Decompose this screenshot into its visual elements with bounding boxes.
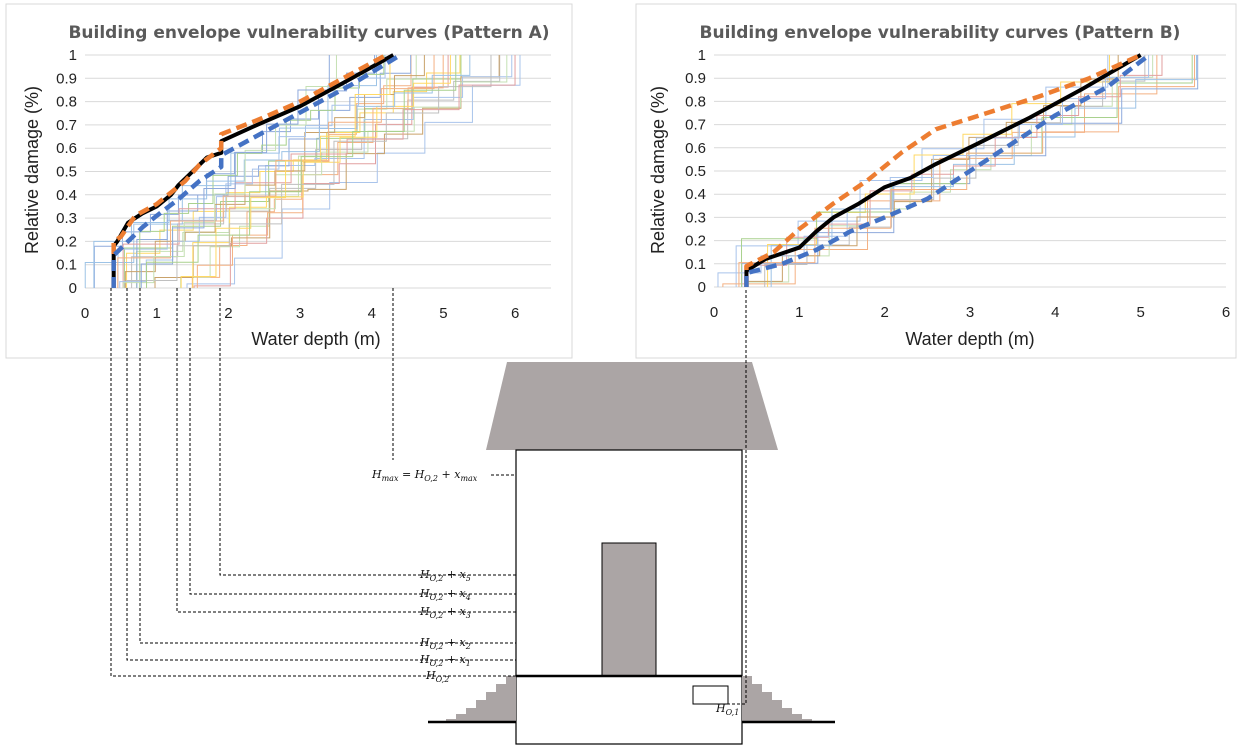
y-tick-label: 0.9 — [56, 70, 77, 87]
y-tick-label: 0.5 — [685, 163, 706, 180]
y-tick-label: 0.8 — [56, 94, 77, 111]
x-tick-label: 4 — [1051, 304, 1059, 321]
chart-a-frame — [5, 3, 573, 359]
x-tick-label: 6 — [511, 305, 519, 322]
background-curve — [191, 55, 412, 288]
vent-opening — [692, 685, 729, 705]
background-curve — [124, 55, 492, 288]
chart-b-frame — [635, 3, 1237, 359]
label-x5: HO,2 + x5 — [419, 568, 471, 583]
leader-x3 — [176, 288, 516, 613]
series-line-blue-dashed — [744, 53, 1151, 287]
y-tick-label: 0.5 — [56, 164, 77, 181]
chart-b-title: Building envelope vulnerability curves (… — [700, 23, 1181, 43]
y-tick-label: 0.7 — [685, 117, 706, 134]
chart-a-xlabel: Water depth (m) — [251, 329, 380, 349]
y-tick-label: 0.1 — [685, 256, 706, 273]
y-tick-label: 0.2 — [56, 233, 77, 250]
y-tick-label: 0.6 — [685, 140, 706, 157]
roof — [486, 362, 778, 450]
y-tick-label: 0.9 — [685, 70, 706, 87]
leader-x2 — [139, 288, 516, 644]
y-tick-label: 0.1 — [56, 257, 77, 274]
chart-b: Building envelope vulnerability curves (… — [648, 23, 1230, 349]
soil-left — [446, 676, 516, 722]
x-tick-label: 5 — [439, 305, 447, 322]
series-line-black-solid — [744, 53, 1142, 287]
leader-x5 — [219, 288, 516, 576]
leader-o2 — [110, 288, 516, 677]
x-tick-label: 6 — [1222, 304, 1230, 321]
y-tick-label: 0.7 — [56, 117, 77, 134]
soil-right — [742, 676, 812, 722]
y-tick-label: 0.4 — [685, 186, 706, 203]
y-tick-label: 0.3 — [685, 209, 706, 226]
house-diagram — [428, 362, 835, 745]
background-curve — [136, 55, 412, 288]
door — [601, 542, 657, 677]
label-x2: HO,2 + x2 — [419, 636, 471, 651]
background-curve — [122, 55, 337, 288]
y-tick-label: 1 — [69, 47, 77, 64]
chart-b-ylabel: Relative damage (%) — [648, 86, 668, 254]
background-curve — [122, 55, 516, 288]
x-tick-label: 1 — [795, 304, 803, 321]
x-tick-label: 1 — [153, 305, 161, 322]
label-x3: HO,2 + x3 — [419, 605, 471, 620]
background-curve — [180, 55, 417, 288]
background-curve — [146, 55, 457, 288]
y-tick-label: 1 — [698, 47, 706, 64]
y-tick-label: 0.2 — [685, 233, 706, 250]
background-curve — [93, 55, 471, 288]
chart-a-title: Building envelope vulnerability curves (… — [68, 23, 549, 43]
background-curve — [180, 55, 391, 288]
x-tick-label: 4 — [368, 305, 376, 322]
series-line-blue-dashed — [111, 53, 402, 288]
leader-lines — [110, 288, 747, 705]
y-tick-label: 0 — [698, 279, 706, 296]
y-tick-label: 0.6 — [56, 140, 77, 157]
leader-x1 — [126, 288, 516, 661]
x-tick-label: 3 — [296, 305, 304, 322]
background-curve — [735, 55, 1109, 287]
x-tick-label: 3 — [966, 304, 974, 321]
x-tick-label: 0 — [81, 305, 89, 322]
chart-b-xlabel: Water depth (m) — [905, 329, 1034, 349]
label-o1: HO,1 — [715, 702, 739, 717]
label-o2: HO,2 — [425, 669, 449, 684]
leader-x4 — [189, 288, 516, 595]
series-line-orange-dashed — [744, 52, 1142, 287]
background-curve — [186, 55, 521, 288]
x-tick-label: 2 — [224, 305, 232, 322]
leader-o1 — [712, 290, 747, 705]
background-curve — [140, 55, 330, 288]
y-tick-label: 0.4 — [56, 187, 77, 204]
label-x1: HO,2 + x1 — [419, 653, 471, 668]
background-curve — [135, 55, 508, 288]
x-tick-label: 2 — [880, 304, 888, 321]
series-line-orange-dashed — [111, 53, 388, 288]
chart-a-ylabel: Relative damage (%) — [22, 86, 42, 254]
background-curve — [119, 55, 386, 288]
y-tick-label: 0.8 — [685, 93, 706, 110]
y-tick-label: 0.3 — [56, 210, 77, 227]
x-tick-label: 5 — [1136, 304, 1144, 321]
label-x4: HO,2 + x4 — [419, 587, 471, 602]
background-curve — [193, 55, 449, 288]
x-tick-label: 0 — [710, 304, 718, 321]
label-hmax: Hmax = HO,2 + xmax — [371, 468, 478, 483]
y-tick-label: 0 — [69, 280, 77, 297]
chart-a: Building envelope vulnerability curves (… — [22, 23, 551, 349]
